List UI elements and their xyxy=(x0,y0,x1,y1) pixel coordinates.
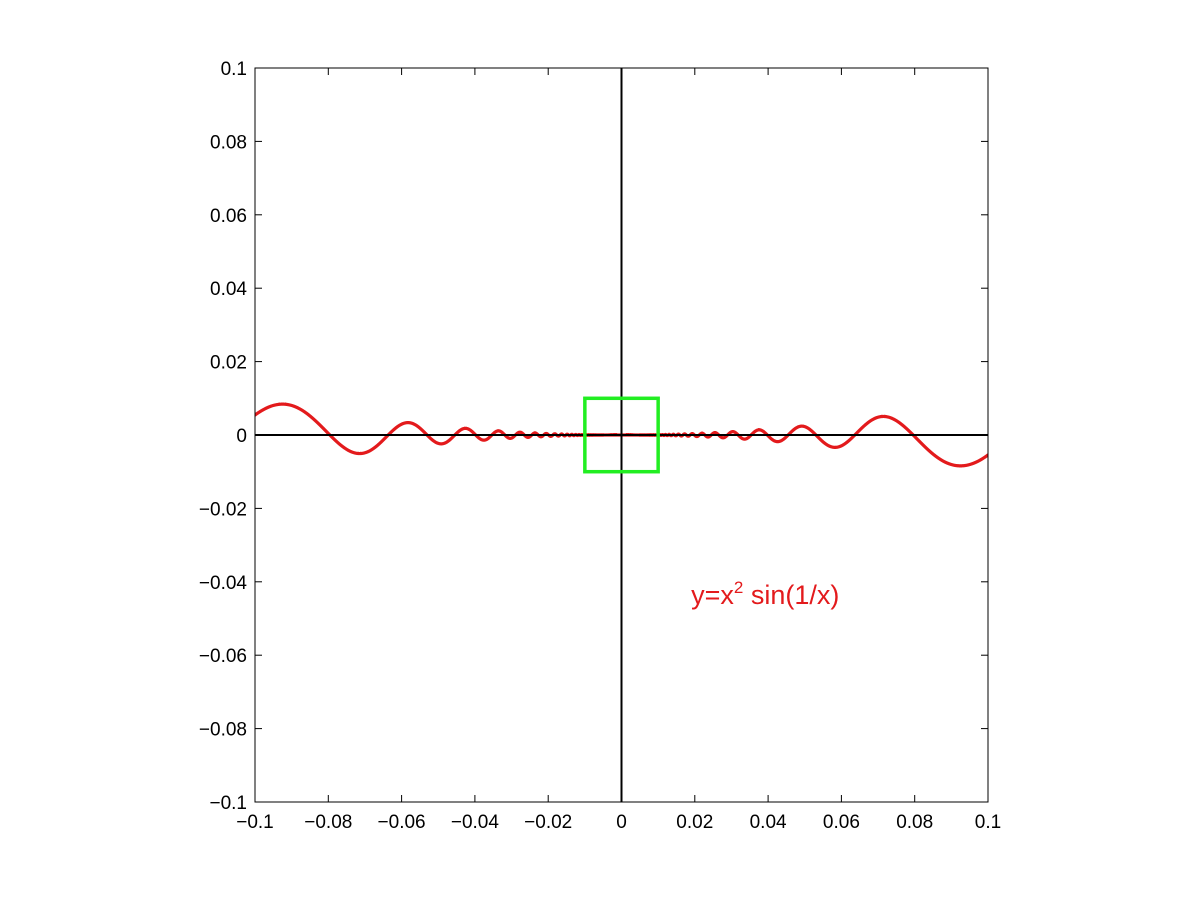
y-tick-label: 0.08 xyxy=(210,132,247,153)
y-tick-label: 0.02 xyxy=(210,353,247,374)
x-tick-label: 0.02 xyxy=(676,812,713,833)
y-tick-label: −0.08 xyxy=(199,720,247,741)
function-annotation: y=x2 sin(1/x) xyxy=(691,578,839,610)
reference-lines xyxy=(255,68,988,802)
x-tick-label: 0.04 xyxy=(750,812,787,833)
plot-area xyxy=(255,68,988,802)
x-tick-label: 0.06 xyxy=(823,812,860,833)
x-tick-label: −0.02 xyxy=(524,812,572,833)
annotation-superscript: 2 xyxy=(734,578,743,597)
axis-ticks xyxy=(254,67,989,803)
annotation-prefix: y=x xyxy=(691,580,734,610)
y-tick-label: −0.02 xyxy=(199,499,247,520)
zoom-box xyxy=(583,396,660,474)
x-tick-label: −0.04 xyxy=(451,812,500,833)
y-tick-label: −0.04 xyxy=(199,573,248,594)
y-tick-labels: −0.1 −0.08 −0.06 −0.04 −0.02 0 0.02 0.04 0.06 0.0… xyxy=(199,59,248,814)
x-tick-label: 0.08 xyxy=(896,812,933,833)
y-tick-label: 0 xyxy=(236,426,247,447)
y-tick-label: −0.1 xyxy=(209,793,247,814)
x-tick-label: 0.1 xyxy=(975,812,1001,833)
zoom-box-layer xyxy=(583,396,660,474)
y-tick-label: 0.04 xyxy=(210,279,247,300)
x-tick-label: −0.1 xyxy=(236,812,274,833)
y-tick-label: −0.06 xyxy=(199,646,247,667)
x-tick-labels: −0.1 −0.08 −0.06 −0.04 −0.02 0 0.02 0.04 0.06 0.0… xyxy=(236,812,1001,833)
x-tick-label: 0 xyxy=(616,812,627,833)
annotation-suffix: sin(1/x) xyxy=(743,580,839,610)
y-tick-label: 0.1 xyxy=(221,59,247,80)
y-tick-label: 0.06 xyxy=(210,206,247,227)
x-tick-label: −0.06 xyxy=(378,812,426,833)
x-tick-label: −0.08 xyxy=(304,812,352,833)
